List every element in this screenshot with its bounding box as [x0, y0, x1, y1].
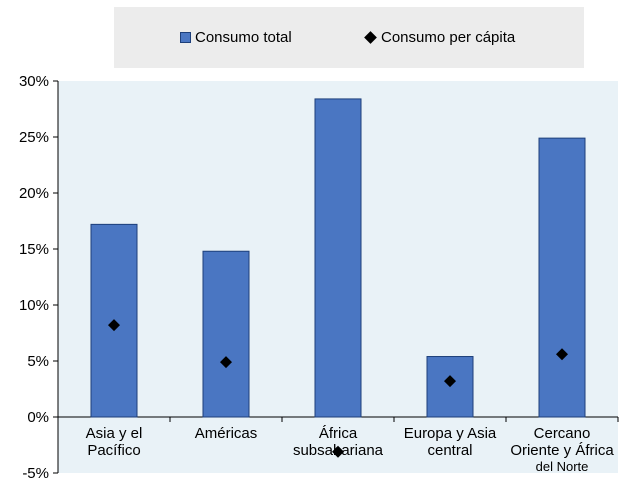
- legend-bar-swatch-icon: [180, 32, 191, 43]
- legend-label-consumo-per-capita: Consumo per cápita: [381, 29, 516, 46]
- y-tick-label: 5%: [27, 353, 49, 370]
- marker-consumo-per-capita: [556, 348, 568, 361]
- y-tick-label: 10%: [19, 297, 49, 314]
- bar-consumo-total: [538, 137, 586, 418]
- x-category-label-line: central: [427, 442, 473, 459]
- x-category-label-line: Pacífico: [87, 442, 141, 459]
- x-category-label-line: del Norte: [535, 459, 589, 474]
- y-tick-label: 15%: [19, 241, 49, 258]
- legend-label-consumo-total: Consumo total: [195, 29, 292, 46]
- y-tick-label: 0%: [27, 409, 49, 426]
- x-category-label: Cercano Oriente y África del Norte: [502, 425, 622, 474]
- marker-consumo-per-capita: [444, 375, 456, 388]
- y-tick-label: -5%: [22, 465, 49, 482]
- marker-consumo-per-capita: [332, 445, 344, 458]
- legend-item-consumo-per-capita: Consumo per cápita: [364, 7, 515, 68]
- x-category-label-line: Oriente y África: [510, 442, 614, 459]
- x-category-label: Asia y el Pacífico: [54, 425, 174, 459]
- y-tick-label: 20%: [19, 185, 49, 202]
- x-category-label-line: África: [318, 425, 358, 442]
- x-category-label-line: Asia y el: [85, 425, 143, 442]
- y-tick-label: 25%: [19, 129, 49, 146]
- x-category-label: Américas: [166, 425, 286, 442]
- bar-consumo-total: [314, 98, 362, 418]
- x-category-label-line: Cercano: [533, 425, 591, 442]
- x-category-label-line: Américas: [194, 425, 258, 442]
- legend-item-consumo-total: Consumo total: [180, 7, 292, 68]
- bar-consumo-total: [202, 250, 250, 418]
- marker-consumo-per-capita: [220, 356, 232, 369]
- x-category-label-line: Europa y Asia: [403, 425, 497, 442]
- x-category-label: Europa y Asia central: [390, 425, 510, 459]
- marker-consumo-per-capita: [108, 319, 120, 332]
- legend: Consumo total Consumo per cápita: [114, 7, 584, 68]
- y-tick-label: 30%: [19, 73, 49, 90]
